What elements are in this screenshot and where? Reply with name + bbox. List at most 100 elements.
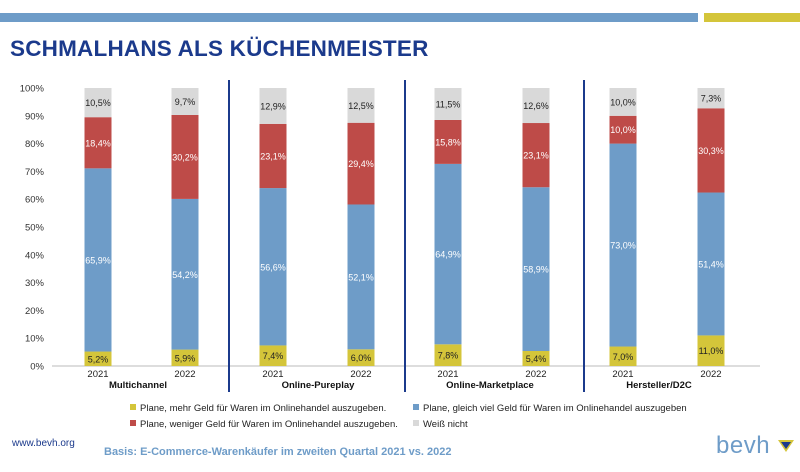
bar-segment-dont-know [171,88,199,115]
data-label: 10,0% [610,97,636,107]
y-tick-label: 0% [30,362,44,373]
data-label: 18,4% [85,138,111,148]
x-category-label: 2021 [437,369,458,380]
bar-segment-less [609,115,637,144]
group-label: Hersteller/D2C [626,380,692,391]
bar-segment-less [84,117,112,169]
data-label: 30,2% [172,152,198,162]
data-label: 65,9% [85,255,111,265]
bar-segment-dont-know [697,88,725,109]
legend-item-same: Plane, gleich viel Geld für Waren im Onl… [413,403,687,414]
legend-item-more: Plane, mehr Geld für Waren im Onlinehand… [130,403,386,414]
bar-segment-more [434,344,462,366]
data-label: 5,9% [175,353,196,363]
y-tick-label: 30% [25,278,45,289]
x-category-label: 2022 [525,369,546,380]
x-category-label: 2021 [262,369,283,380]
x-category-label: 2021 [612,369,633,380]
data-label: 12,5% [348,101,374,111]
bar-segment-less [347,122,375,205]
legend-swatch-less [130,420,136,426]
legend-item-dont-know: Weiß nicht [413,419,468,430]
bar-segment-more [259,345,287,366]
y-tick-label: 40% [25,250,45,261]
bar-segment-same [84,168,112,352]
data-label: 29,4% [348,159,374,169]
y-tick-label: 70% [25,167,45,178]
data-label: 7,4% [263,351,284,361]
legend-label-less: Plane, weniger Geld für Waren im Onlineh… [140,419,398,430]
bar-segment-more [347,349,375,366]
data-label: 11,5% [436,99,461,109]
bar-segment-same [347,204,375,350]
data-label: 12,9% [260,101,286,111]
top-accent-bar-blue [0,13,698,22]
data-label: 7,0% [613,352,634,362]
data-label: 23,1% [523,151,549,161]
data-label: 5,2% [88,354,109,364]
bar-segment-less [697,108,725,193]
legend-label-more: Plane, mehr Geld für Waren im Onlinehand… [140,403,387,414]
bar-segment-less [522,123,550,188]
bar-segment-more [522,350,550,366]
y-tick-label: 100% [20,84,45,95]
data-label: 10,5% [85,98,111,108]
bar-segment-more [171,349,199,366]
group-label: Online-Pureplay [282,380,356,391]
bar-segment-same [697,192,725,336]
bar-segment-more [609,346,637,366]
bar-segment-dont-know [609,88,637,116]
data-label: 58,9% [523,265,549,275]
legend-label-dont-know: Weiß nicht [423,419,468,430]
data-label: 11,0% [699,346,724,356]
top-accent-bar-yellow [704,13,800,22]
data-label: 52,1% [348,272,374,282]
legend-swatch-more [130,404,136,410]
y-tick-label: 80% [25,139,45,150]
bar-segment-same [522,187,550,351]
group-label: Online-Marketplace [446,380,534,391]
x-category-label: 2022 [700,369,721,380]
data-label: 64,9% [435,250,461,260]
legend-swatch-dont-know [413,420,419,426]
data-label: 7,3% [701,94,722,104]
data-label: 7,8% [438,351,459,361]
data-label: 23,1% [260,151,286,161]
x-category-label: 2022 [350,369,371,380]
data-label: 30,3% [698,146,724,156]
y-tick-label: 20% [25,306,45,317]
bar-segment-less [171,114,199,199]
data-label: 5,4% [526,354,547,364]
logo-text: bevh [716,432,771,459]
bar-segment-same [171,198,199,350]
y-tick-label: 10% [25,334,45,345]
data-label: 56,6% [260,262,286,272]
data-label: 6,0% [351,353,372,363]
bar-segment-more [697,335,725,366]
bar-segment-less [434,119,462,164]
bar-segment-more [84,351,112,366]
bar-segment-same [259,188,287,346]
bar-segment-same [609,143,637,347]
page-title: SCHMALHANS ALS KÜCHENMEISTER [10,36,429,61]
data-label: 54,2% [172,270,198,280]
bar-segment-dont-know [347,88,375,123]
y-tick-label: 60% [25,195,45,206]
data-label: 51,4% [698,259,724,269]
logo-mark-icon [778,440,794,452]
data-label: 12,6% [523,101,549,111]
x-category-label: 2022 [174,369,195,380]
data-label: 9,7% [175,97,196,107]
bar-segment-dont-know [259,88,287,124]
legend-item-less: Plane, weniger Geld für Waren im Onlineh… [130,419,398,430]
website-link[interactable]: www.bevh.org [12,438,75,449]
legend-label-same: Plane, gleich viel Geld für Waren im Onl… [423,403,687,414]
basis-note: Basis: E-Commerce-Warenkäufer im zweiten… [104,446,452,458]
bevh-logo: bevh [716,432,796,460]
bar-segment-dont-know [84,88,112,118]
data-label: 15,8% [435,137,461,147]
stacked-bar-chart: 0% 10% 20% 30% 40% 50% 60% 70% 80% 90% 100% 5,2% 65,… [20,80,760,392]
bar-segment-dont-know [434,88,462,120]
x-category-label: 2021 [87,369,108,380]
data-label: 73,0% [610,241,636,251]
